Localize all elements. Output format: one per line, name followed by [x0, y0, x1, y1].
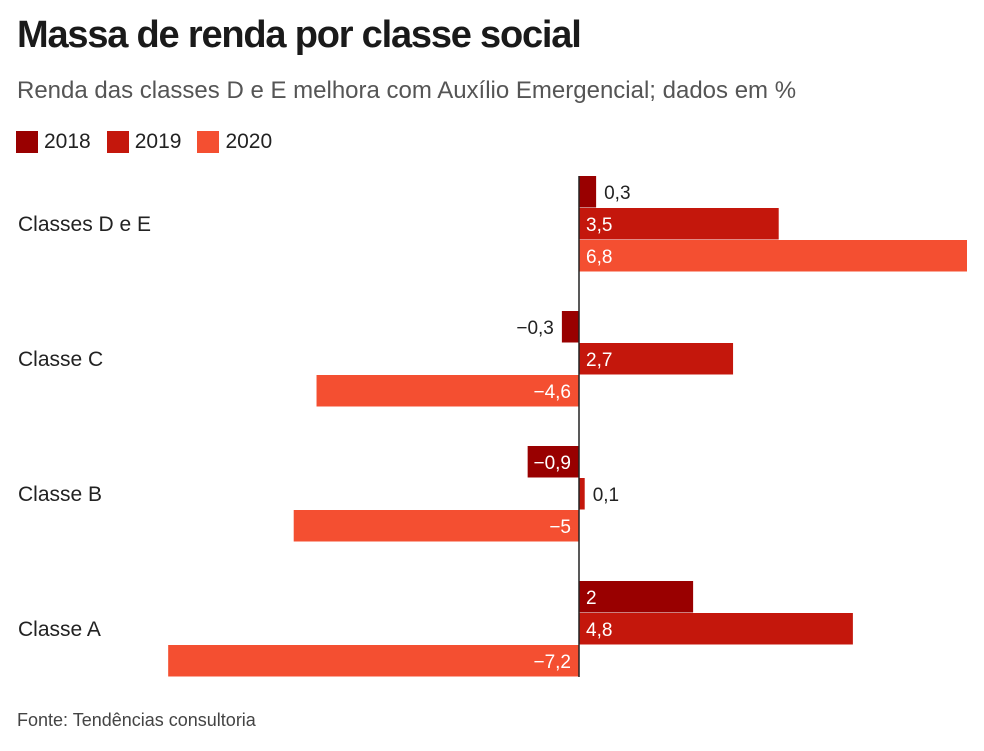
data-label-classe-c-2019: 2,7: [586, 350, 612, 371]
legend-item-2019: 2019: [106, 130, 182, 154]
data-label-classes-d-e-e-2019: 3,5: [586, 215, 612, 236]
category-label-classe-b: Classe B: [18, 483, 102, 506]
legend-swatch-2019: [106, 131, 129, 153]
bar-classe-b-2018: [527, 446, 579, 478]
data-label-classes-d-e-e-2018: 0,3: [604, 183, 630, 204]
bar-classes-d-e-e-2019: [579, 208, 779, 240]
bar-classe-a-2020: [168, 645, 580, 677]
data-label-classe-c-2018: −0,3: [516, 318, 554, 339]
legend: 2018 2019 2020: [16, 130, 272, 154]
data-label-classe-a-2020: −7,2: [533, 652, 571, 673]
legend-label-2020: 2020: [225, 130, 273, 153]
bar-classe-a-2018: [579, 581, 694, 613]
bar-classe-c-2018: [561, 311, 579, 343]
data-label-classe-b-2018: −0,9: [533, 453, 571, 474]
legend-swatch-2018: [16, 131, 38, 153]
bar-classes-d-e-e-2018: [579, 176, 597, 208]
data-label-classe-b-2019: 0,1: [593, 485, 619, 506]
bar-classes-d-e-e-2020: [579, 240, 967, 272]
bar-classe-c-2019: [579, 343, 734, 375]
source-note: Fonte: Tendências consultoria: [17, 710, 256, 730]
bar-classe-b-2020: [293, 510, 579, 542]
bar-classe-b-2019: [579, 478, 585, 510]
legend-item-2020: 2020: [197, 130, 272, 154]
legend-label-2018: 2018: [44, 130, 91, 153]
data-label-classe-a-2018: 2: [586, 588, 597, 609]
category-label-classes-d-e-e: Classes D e E: [18, 213, 151, 236]
category-label-classe-c: Classe C: [18, 348, 103, 371]
legend-item-2018: 2018: [16, 130, 91, 154]
bar-classe-a-2019: [579, 613, 853, 645]
legend-swatch-2020: [197, 131, 220, 153]
legend-label-2019: 2019: [134, 130, 182, 153]
data-label-classe-b-2020: −5: [549, 517, 571, 538]
data-label-classe-c-2020: −4,6: [533, 382, 571, 403]
data-label-classe-a-2019: 4,8: [586, 620, 612, 641]
chart-title: Massa de renda por classe social: [17, 14, 582, 56]
data-label-classes-d-e-e-2020: 6,8: [586, 247, 612, 268]
chart-subtitle: Renda das classes D e E melhora com Auxí…: [17, 77, 797, 104]
category-label-classe-a: Classe A: [18, 618, 101, 641]
bar-classe-c-2020: [316, 375, 579, 407]
